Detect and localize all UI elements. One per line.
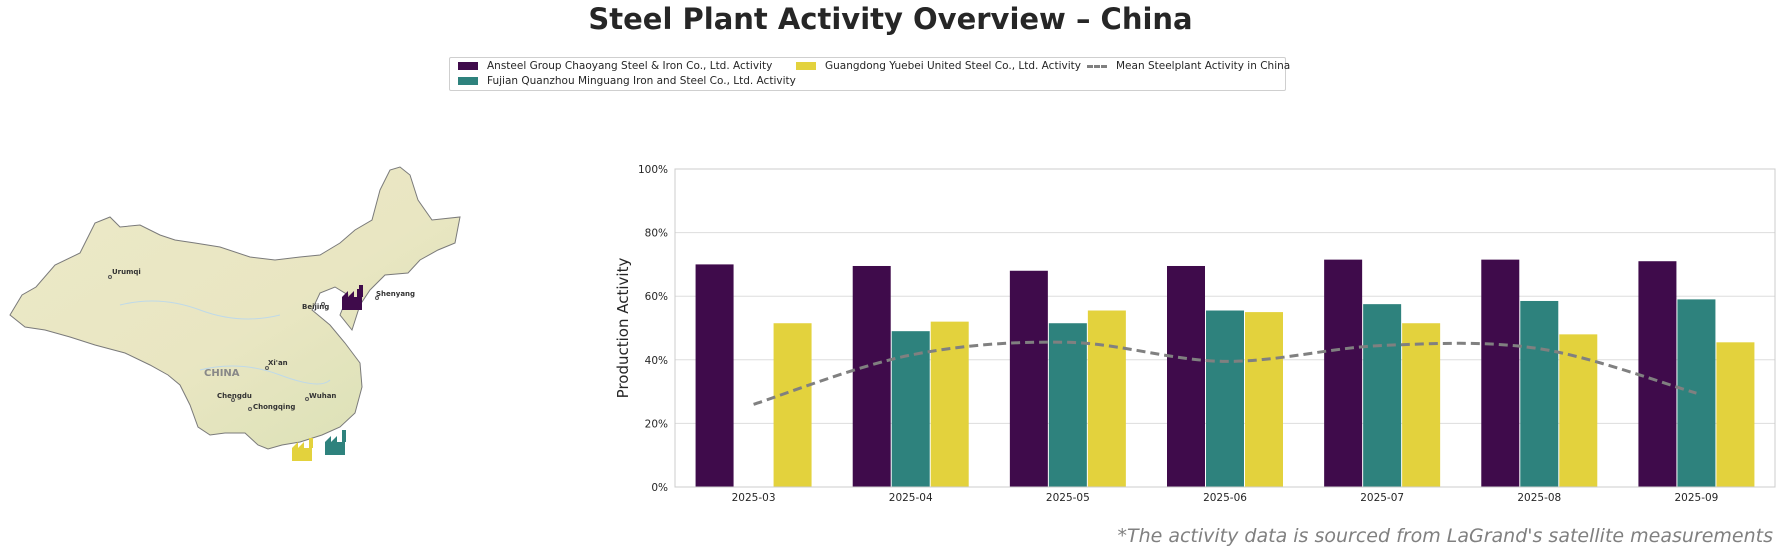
- country-label-china: CHINA: [204, 368, 240, 379]
- x-tick-label: 2025-07: [1360, 492, 1404, 504]
- chart-legend: Ansteel Group Chaoyang Steel & Iron Co.,…: [449, 57, 1290, 91]
- footnote: *The activity data is sourced from LaGra…: [1117, 525, 1773, 547]
- x-tick-label: 2025-09: [1674, 492, 1718, 504]
- bar-ansteel: [1167, 265, 1205, 487]
- city-marker: [231, 398, 235, 402]
- y-tick-label: 100%: [638, 164, 668, 176]
- legend-entry-ansteel: Ansteel Group Chaoyang Steel & Iron Co.,…: [458, 60, 772, 72]
- city-label-shenyang: Shenyang: [376, 290, 415, 298]
- x-tick-label: 2025-04: [889, 492, 933, 504]
- bar-fujian: [1520, 300, 1559, 487]
- factory-icon-guangdong: [292, 438, 313, 461]
- x-tick-label: 2025-08: [1517, 492, 1561, 504]
- legend-swatch-fujian: [458, 77, 478, 85]
- y-tick-label: 40%: [645, 355, 668, 367]
- china-outline: [9, 166, 461, 450]
- y-tick-label: 60%: [645, 291, 668, 303]
- legend-entry-mean: Mean Steelplant Activity in China: [1087, 60, 1290, 72]
- city-label-urumqi: Urumqi: [112, 268, 141, 276]
- plot-frame: [674, 168, 1776, 488]
- x-axis-ticks: 2025-03 2025-04 2025-05 2025-06 2025-07 2025-…: [732, 492, 1719, 504]
- activity-chart-svg: 0% 20% 40% 60% 80% 100% 2025-03 2025-04 2025-05…: [614, 164, 1776, 504]
- legend-entry-fujian: Fujian Quanzhou Minguang Iron and Steel …: [458, 75, 796, 87]
- legend-label-mean: Mean Steelplant Activity in China: [1116, 60, 1291, 72]
- activity-chart: 0% 20% 40% 60% 80% 100% 2025-03 2025-04 2025-05…: [600, 155, 1781, 515]
- bar-group: [695, 259, 1755, 487]
- legend-entry-guangdong: Guangdong Yuebei United Steel Co., Ltd. …: [796, 60, 1081, 72]
- legend-label-ansteel: Ansteel Group Chaoyang Steel & Iron Co.,…: [487, 60, 773, 72]
- bar-guangdong: [1245, 312, 1283, 487]
- bar-ansteel: [695, 264, 734, 487]
- city-marker: [305, 397, 309, 401]
- bar-ansteel: [1324, 259, 1363, 487]
- bar-fujian: [891, 331, 930, 487]
- bar-ansteel: [852, 265, 891, 487]
- city-marker: [375, 296, 379, 300]
- bar-guangdong: [1087, 310, 1126, 487]
- bar-guangdong: [773, 323, 812, 487]
- bar-ansteel: [1481, 259, 1520, 487]
- city-label-beijing: Beijing: [302, 303, 329, 311]
- y-tick-label: 0%: [651, 482, 668, 494]
- y-axis-ticks: 0% 20% 40% 60% 80% 100%: [638, 164, 668, 494]
- bar-ansteel: [1638, 261, 1677, 487]
- bar-ansteel: [1009, 270, 1048, 487]
- bar-guangdong: [1716, 342, 1755, 487]
- city-marker: [108, 275, 112, 279]
- bar-fujian: [1048, 323, 1087, 487]
- bar-fujian: [1206, 310, 1244, 487]
- legend-swatch-guangdong: [796, 62, 816, 70]
- city-label-xian: Xi'an: [268, 359, 288, 367]
- legend-swatch-ansteel: [458, 62, 478, 70]
- bar-guangdong: [1559, 334, 1598, 487]
- legend-swatch-mean: [1087, 64, 1107, 68]
- y-tick-label: 20%: [645, 418, 668, 430]
- city-marker: [321, 302, 325, 306]
- river-line: [119, 300, 281, 320]
- bar-fujian: [1363, 304, 1402, 487]
- city-marker: [265, 366, 269, 370]
- river-line: [199, 365, 331, 385]
- mean-activity-line: [753, 340, 1697, 406]
- factory-icon-fujian: [325, 430, 346, 455]
- factory-icon-ansteel: [342, 285, 363, 310]
- legend-label-fujian: Fujian Quanzhou Minguang Iron and Steel …: [487, 75, 796, 87]
- city-label-chengdu: Chengdu: [217, 392, 252, 400]
- city-label-wuhan: Wuhan: [309, 392, 336, 400]
- city-label-chongqing: Chongqing: [253, 403, 295, 411]
- legend-label-guangdong: Guangdong Yuebei United Steel Co., Ltd. …: [825, 60, 1081, 72]
- bar-guangdong: [1402, 323, 1441, 487]
- x-tick-label: 2025-06: [1203, 492, 1247, 504]
- mean-line-group: [753, 340, 1697, 406]
- y-tick-label: 80%: [645, 228, 668, 240]
- x-tick-label: 2025-03: [732, 492, 776, 504]
- y-axis-label: Production Activity: [614, 258, 632, 399]
- china-map: Urumqi Beijing Shenyang CHINA Xi'an Chen…: [0, 165, 470, 495]
- page-title: Steel Plant Activity Overview – China: [588, 2, 1193, 36]
- china-map-svg: Urumqi Beijing Shenyang CHINA Xi'an Chen…: [9, 166, 461, 461]
- city-marker: [248, 407, 252, 411]
- x-tick-label: 2025-05: [1046, 492, 1090, 504]
